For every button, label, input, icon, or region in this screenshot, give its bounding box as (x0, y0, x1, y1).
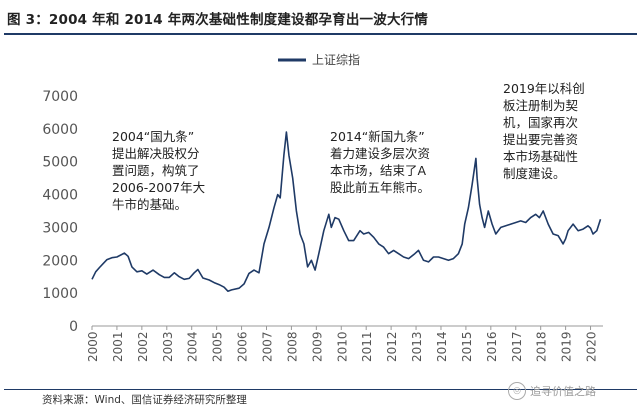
x-tick-label: 2016 (485, 331, 499, 362)
source-note: 资料来源：Wind、国信证券经济研究所整理 (42, 394, 247, 406)
y-tick-label: 7000 (42, 89, 78, 105)
x-tick-label: 2018 (535, 331, 549, 362)
annotation-2014: 2014“新国九条” 着力建设多层次资 本市场，结束了A 股此前五年熊市。 (330, 129, 431, 195)
x-tick-label: 2008 (285, 331, 299, 362)
x-tick-label: 2001 (111, 331, 125, 362)
y-tick-label: 2000 (42, 253, 78, 269)
x-tick-label: 2012 (385, 331, 399, 362)
x-tick-label: 2020 (585, 331, 599, 362)
x-tick-label: 2013 (410, 331, 424, 362)
y-tick-label: 1000 (42, 286, 78, 302)
x-tick-label: 2007 (260, 331, 274, 362)
legend: 上证综指 (278, 52, 360, 67)
x-tick-label: 2014 (435, 331, 449, 362)
y-tick-label: 5000 (42, 155, 78, 171)
x-tick-label: 2015 (460, 331, 474, 362)
x-tick-label: 2002 (136, 331, 150, 362)
x-tick-label: 2019 (560, 331, 574, 362)
annotation-2004: 2004“国九条” 提出解决股权分 置问题，构筑了 2006-2007年大 牛市… (112, 129, 206, 212)
series-line-shanghai-composite (91, 131, 602, 292)
x-axis: 2000 2001 2002 2003 2004 2005 2006 2007 2008 2009… (86, 325, 603, 362)
annotation-2019: 2019年以科创 板注册制为契 机，国家再次 提出要完善资 本市场基础性 制度建… (503, 81, 585, 181)
y-tick-label: 6000 (42, 122, 78, 138)
watermark: ◎ 追寻价值之路 (508, 382, 596, 400)
x-tick-label: 2017 (510, 331, 524, 362)
figure-title: 图 3：2004 年和 2014 年两次基础性制度建设都孕育出一波大行情 (7, 12, 429, 28)
x-tick-label: 2009 (310, 331, 324, 362)
y-tick-label: 0 (69, 319, 78, 335)
x-tick-label: 2000 (86, 331, 100, 362)
wechat-icon: ◎ (508, 382, 526, 400)
legend-label: 上证综指 (312, 52, 360, 67)
x-tick-label: 2005 (211, 331, 225, 362)
x-tick-label: 2006 (236, 331, 250, 362)
y-tick-label: 3000 (42, 220, 78, 236)
watermark-label: 追寻价值之路 (530, 385, 596, 398)
x-tick-label: 2004 (186, 331, 200, 362)
title-rule (4, 33, 637, 35)
x-tick-label: 2003 (161, 331, 175, 362)
x-tick-label: 2010 (335, 331, 349, 362)
x-tick-label: 2011 (360, 331, 374, 362)
y-axis: 0 1000 2000 3000 4000 5000 6000 7000 (42, 89, 78, 335)
y-tick-label: 4000 (42, 188, 78, 204)
bottom-rule (4, 389, 637, 390)
